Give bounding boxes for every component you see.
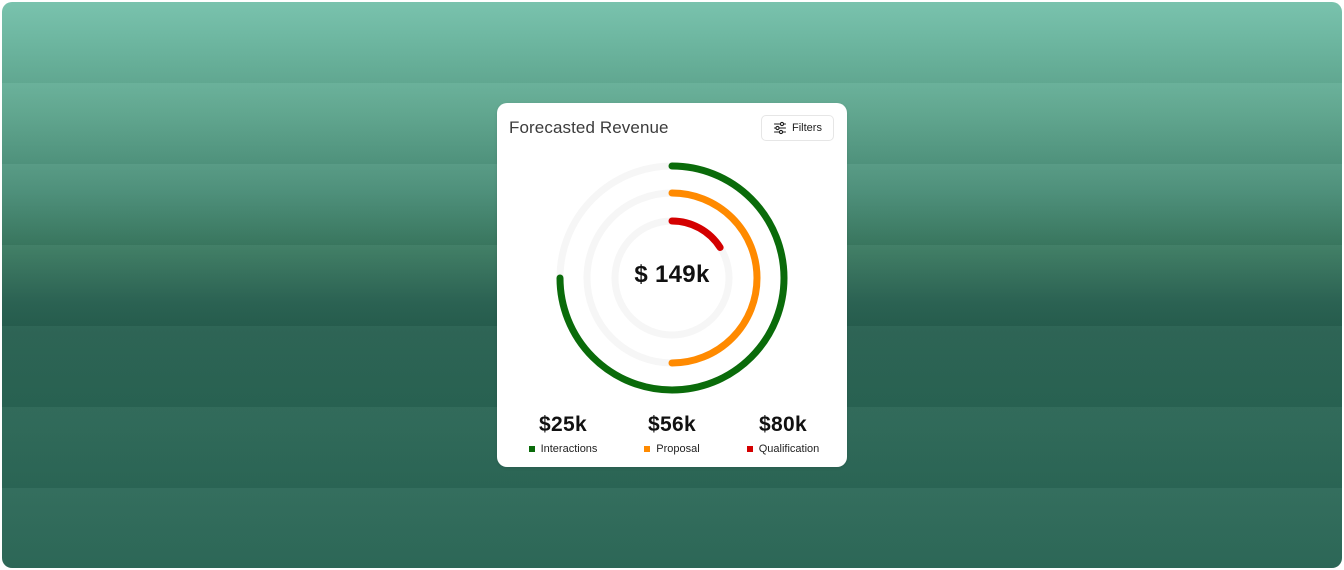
background-band bbox=[2, 2, 1342, 83]
filters-button[interactable]: Filters bbox=[761, 115, 834, 141]
stat-qualification: $80k Qualification bbox=[723, 412, 843, 455]
legend-label: Proposal bbox=[656, 443, 700, 455]
stat-value: $25k bbox=[539, 413, 587, 436]
legend-swatch bbox=[746, 446, 753, 452]
filters-label: Filters bbox=[792, 122, 822, 134]
sliders-icon bbox=[773, 121, 787, 135]
ring-arc-proposal bbox=[668, 189, 761, 367]
forecasted-revenue-card: Forecasted Revenue Filters $ 149k $25k I… bbox=[497, 103, 847, 467]
stat-interactions: $25k Interactions bbox=[503, 412, 623, 455]
legend-item-interactions: Interactions bbox=[503, 443, 623, 455]
stat-proposal: $56k Proposal bbox=[612, 412, 732, 455]
revenue-ring-chart bbox=[556, 162, 788, 394]
background-band bbox=[2, 488, 1342, 568]
total-revenue-value: $ 149k bbox=[634, 261, 710, 288]
legend-item-qualification: Qualification bbox=[723, 443, 843, 455]
legend-swatch bbox=[644, 446, 651, 452]
card-title: Forecasted Revenue bbox=[509, 118, 669, 137]
stat-value: $56k bbox=[648, 413, 696, 436]
legend-label: Qualification bbox=[758, 443, 820, 455]
ring-arc-qualification bbox=[668, 217, 724, 251]
legend-swatch bbox=[528, 446, 535, 452]
legend-item-proposal: Proposal bbox=[612, 443, 732, 455]
legend-label: Interactions bbox=[540, 443, 598, 455]
ring-arc-interactions bbox=[556, 162, 788, 394]
stat-value: $80k bbox=[759, 413, 807, 436]
